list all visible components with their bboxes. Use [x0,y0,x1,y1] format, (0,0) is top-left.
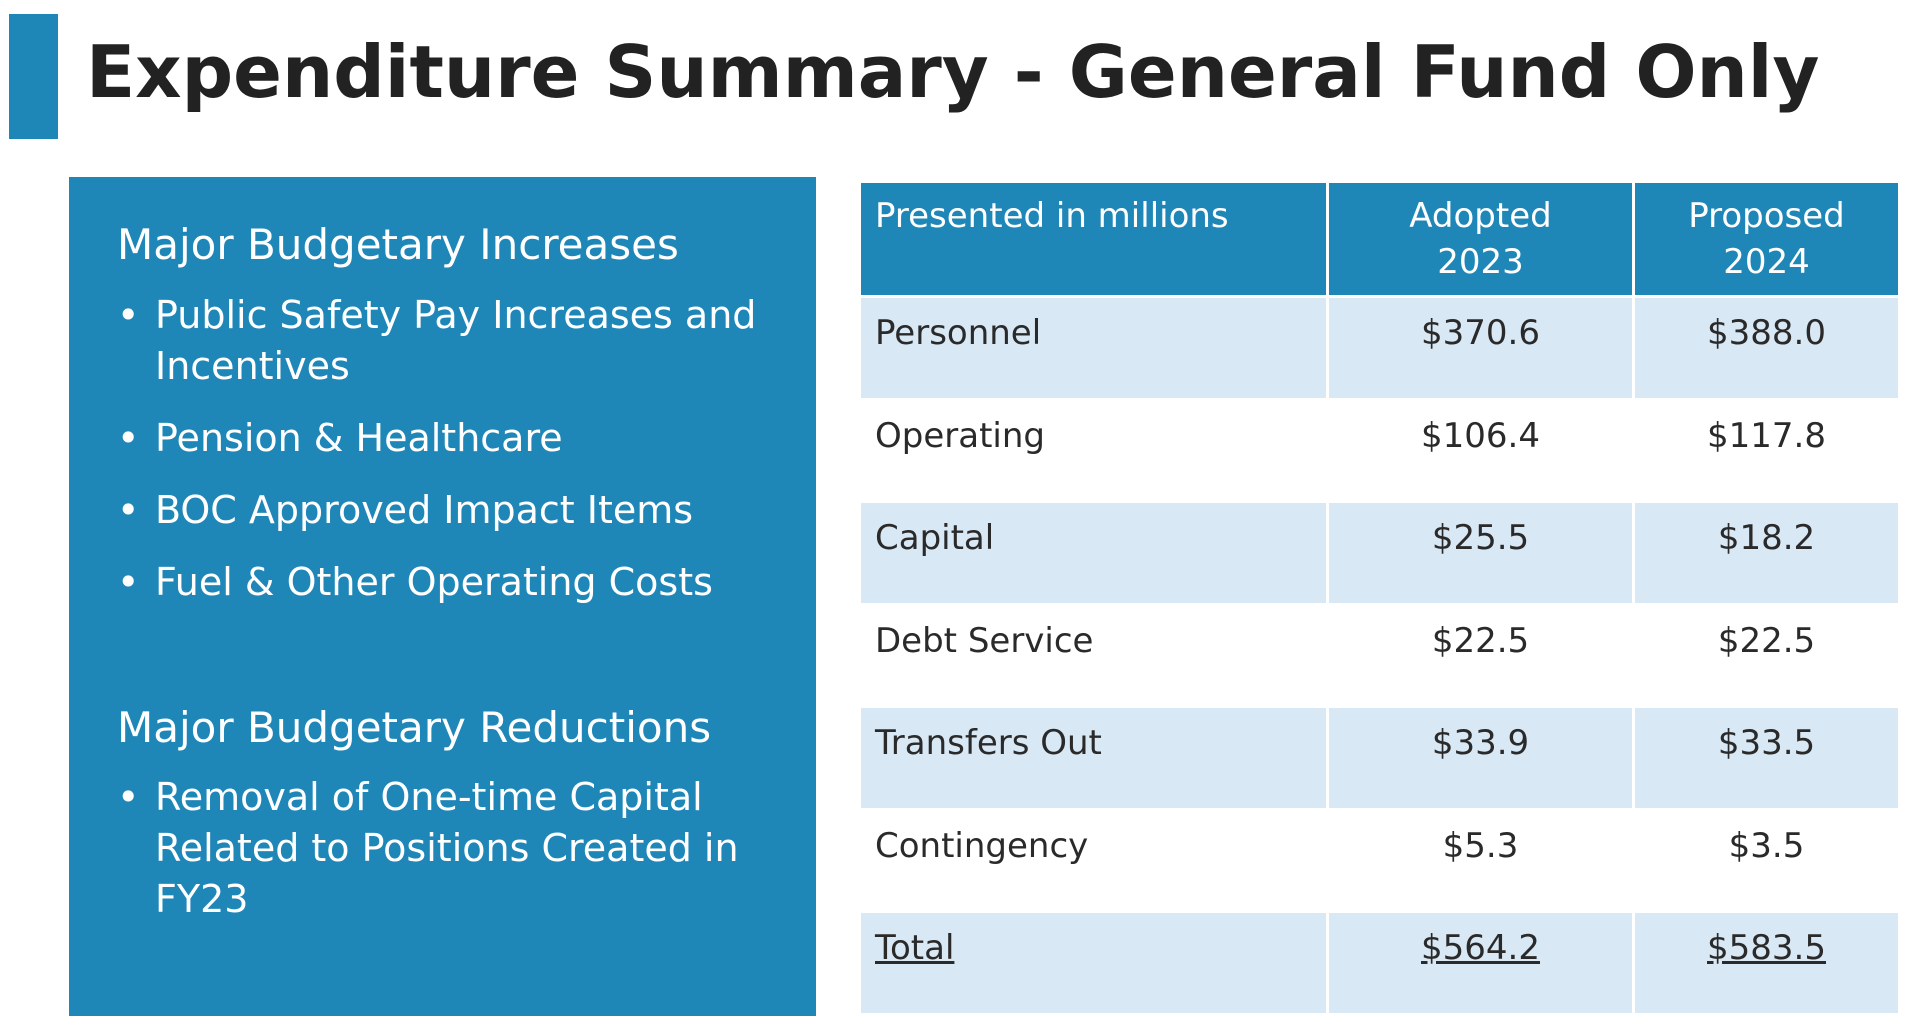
proposed-value: $33.5 [1632,705,1901,811]
table-row: Capital $25.5 $18.2 [858,500,1901,606]
increases-list: Public Safety Pay Increases and Incentiv… [117,290,786,608]
table-row: Transfers Out $33.9 $33.5 [858,705,1901,811]
table-row: Personnel $370.6 $388.0 [858,295,1901,401]
total-row: Total $564.2 $583.5 [858,910,1901,1016]
table-row: Debt Service $22.5 $22.5 [858,602,1901,709]
adopted-value: $33.9 [1326,705,1635,811]
total-label: Total [858,910,1329,1016]
row-label: Capital [858,500,1329,606]
increase-item: Public Safety Pay Increases and Incentiv… [117,290,786,392]
row-label: Transfers Out [858,705,1329,811]
table-row: Operating $106.4 $117.8 [858,397,1901,504]
adopted-value: $22.5 [1326,602,1635,709]
budget-highlights-panel: Major Budgetary Increases Public Safety … [69,177,816,1016]
row-label: Personnel [858,295,1329,401]
table-header-row: Presented in millions Adopted 2023 Propo… [858,180,1901,298]
proposed-value: $3.5 [1632,807,1901,914]
proposed-value: $388.0 [1632,295,1901,401]
column-header-proposed: Proposed 2024 [1632,180,1901,298]
increase-item: BOC Approved Impact Items [117,485,786,536]
column-header-label: Presented in millions [858,180,1329,298]
increase-item: Pension & Healthcare [117,413,786,464]
reductions-heading: Major Budgetary Reductions [117,702,712,752]
increases-heading: Major Budgetary Increases [117,220,679,269]
header-proposed-line2: 2024 [1723,242,1810,282]
reductions-list: Removal of One-time Capital Related to P… [117,772,786,925]
row-label: Operating [858,397,1329,504]
row-label: Contingency [858,807,1329,914]
proposed-value: $18.2 [1632,500,1901,606]
adopted-value: $25.5 [1326,500,1635,606]
row-label: Debt Service [858,602,1329,709]
reduction-item: Removal of One-time Capital Related to P… [117,772,786,925]
title-accent-bar [9,14,58,139]
adopted-value: $5.3 [1326,807,1635,914]
adopted-value: $370.6 [1326,295,1635,401]
page-title: Expenditure Summary - General Fund Only [86,30,1820,114]
header-adopted-line1: Adopted [1409,196,1552,236]
expenditure-table: Presented in millions Adopted 2023 Propo… [858,180,1901,1016]
column-header-adopted: Adopted 2023 [1326,180,1635,298]
total-proposed-value: $583.5 [1632,910,1901,1016]
proposed-value: $117.8 [1632,397,1901,504]
header-proposed-line1: Proposed [1688,196,1845,236]
table-row: Contingency $5.3 $3.5 [858,807,1901,914]
adopted-value: $106.4 [1326,397,1635,504]
expenditure-table-container: Presented in millions Adopted 2023 Propo… [858,180,1901,1016]
increase-item: Fuel & Other Operating Costs [117,557,786,608]
total-adopted-value: $564.2 [1326,910,1635,1016]
header-adopted-line2: 2023 [1437,242,1524,282]
header-label-text: Presented in millions [875,196,1229,236]
proposed-value: $22.5 [1632,602,1901,709]
